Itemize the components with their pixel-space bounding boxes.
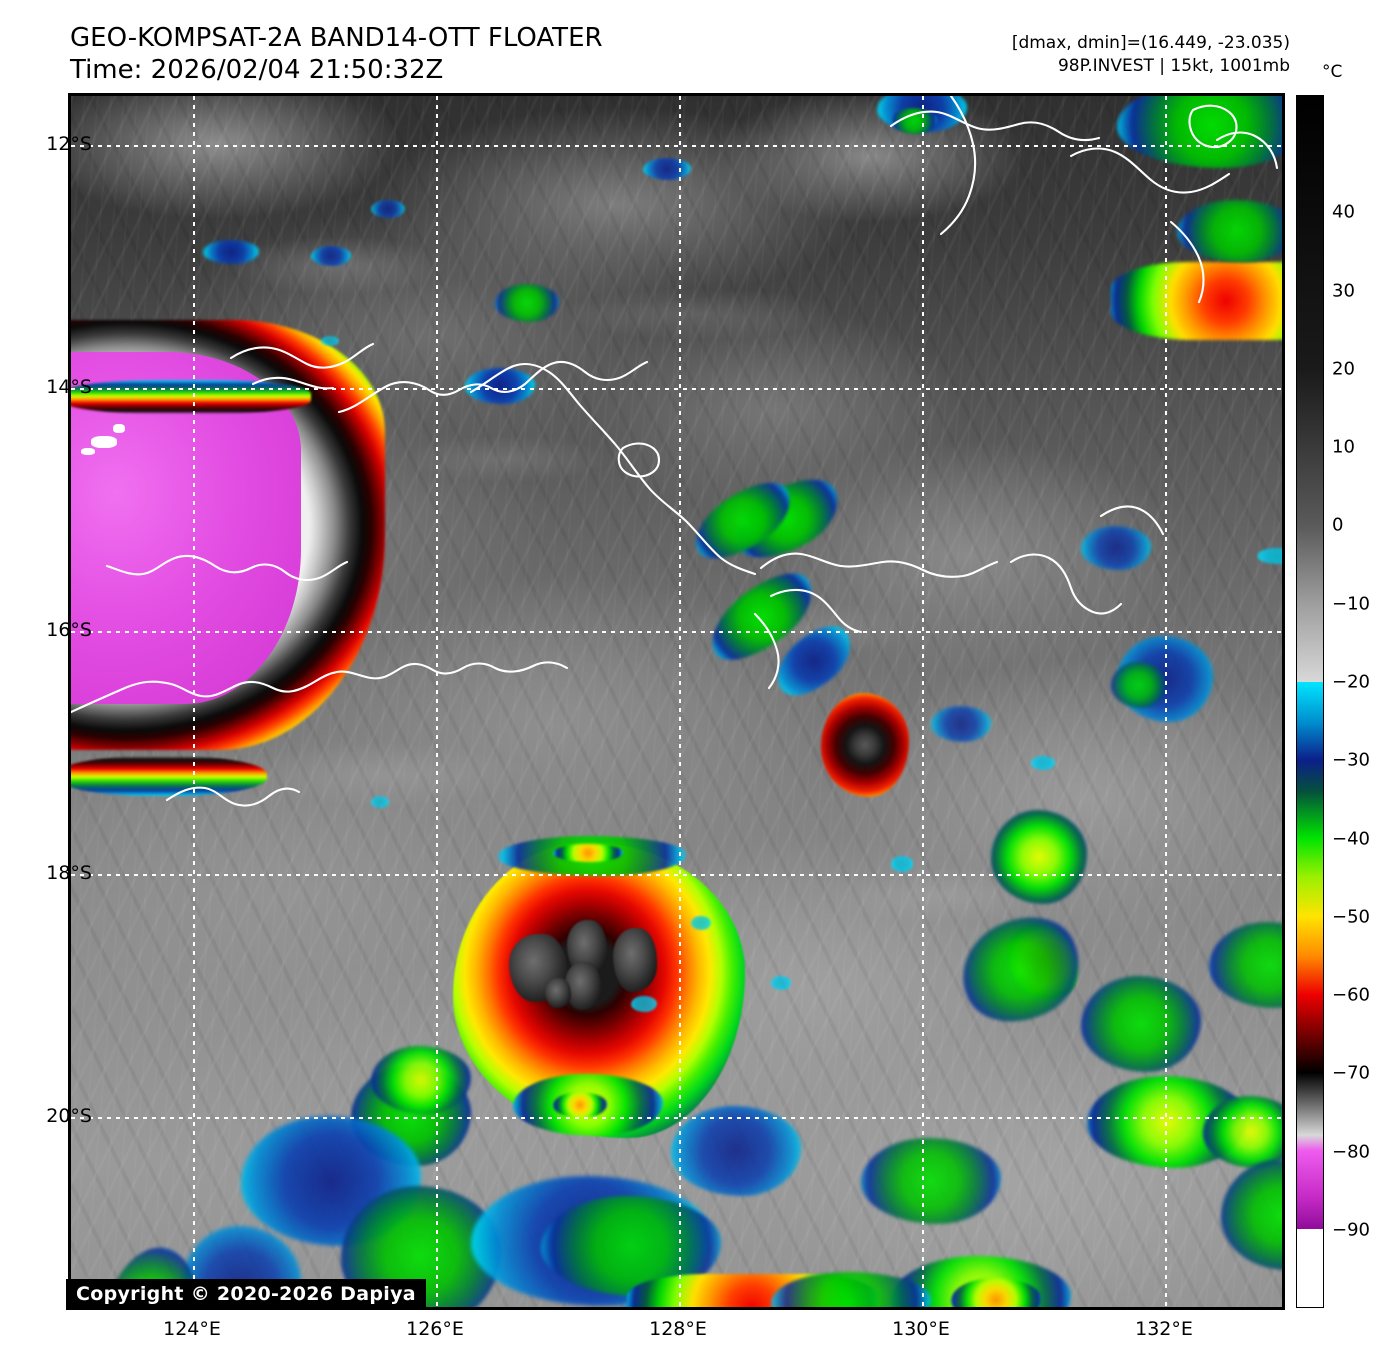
feature-coastal-cell-3 (203, 240, 259, 264)
colorbar-tick-label: 20 (1332, 358, 1355, 380)
storm-cold-core (545, 978, 571, 1008)
x-tick-label: 126°E (406, 1318, 464, 1340)
feature-speckle (631, 996, 657, 1012)
coastline-island-1 (769, 588, 863, 634)
colorbar-tick-label: −40 (1332, 828, 1370, 849)
colorbar-tick-label: 10 (1332, 436, 1355, 458)
colorbar-tick-label: −20 (1332, 671, 1370, 693)
overshoot-core-white (81, 448, 95, 455)
colorbar-tick-label: 0 (1332, 514, 1344, 536)
coastline-inland-2 (617, 442, 661, 478)
dminmax-label: [dmax, dmin]=(16.449, -23.035) (1011, 33, 1290, 53)
feature-coastal-cell-6 (371, 200, 405, 218)
colorbar-unit-label: °C (1322, 62, 1343, 82)
feature-speckle (371, 796, 389, 808)
feature-se-cell-4 (1081, 976, 1201, 1072)
coastline-island-2 (753, 612, 780, 690)
overshoot-core-white (91, 436, 117, 448)
feature-speckle (691, 916, 711, 930)
y-tick-label: 18°S (46, 862, 92, 884)
page-title: GEO-KOMPSAT-2A BAND14-OTT FLOATER (70, 23, 603, 53)
storm-north-fringe-hot (553, 844, 623, 862)
coastline-tiwi-2 (251, 376, 335, 390)
feature-coastal-cell-2 (495, 284, 559, 322)
y-tick-label: 12°S (46, 133, 92, 155)
coastline-inland-1 (1188, 104, 1238, 149)
feature-speckle (771, 976, 791, 990)
feature-main-convective-cluster (453, 836, 745, 1138)
coastline-island-3 (1009, 553, 1123, 615)
coastline-ne (889, 110, 1101, 142)
satellite-imagery (71, 96, 1282, 1307)
feature-sw-band-9 (371, 1046, 471, 1114)
coastline-arnhem (337, 360, 649, 414)
colorbar-gradient (1297, 96, 1323, 1307)
coastline-ne-5 (1169, 220, 1205, 304)
colorbar-tick-label: 40 (1332, 201, 1355, 223)
feature-se-cell-13 (861, 1138, 1001, 1224)
coastline-kimberley-inner (105, 554, 349, 582)
x-tick-label: 132°E (1135, 1318, 1193, 1340)
coastline-ne-3 (1069, 147, 1231, 194)
feature-ne-green-patch-2 (1177, 200, 1282, 262)
colorbar-tick-label: −60 (1332, 984, 1370, 1006)
feature-speckle (1257, 548, 1282, 564)
feature-se-cell-9 (1111, 662, 1167, 708)
copyright-badge: Copyright © 2020-2026 Dapiya (66, 1279, 426, 1310)
colorbar-tick-label: −70 (1332, 1062, 1370, 1084)
header-right: [dmax, dmin]=(16.449, -23.035) 98P.INVES… (1012, 32, 1290, 78)
feature-nw-rim-strip (71, 380, 311, 414)
feature-se-cell-1 (991, 810, 1087, 904)
feature-se-cell-6 (1203, 1096, 1282, 1168)
feature-se-cell-11 (931, 706, 991, 742)
coastline-tiwi (229, 342, 375, 369)
feature-coastal-cell-4 (311, 246, 351, 266)
colorbar-tick-label: −80 (1332, 1141, 1370, 1162)
overshoot-core-white (113, 424, 125, 433)
satellite-image-plot[interactable] (68, 93, 1285, 1310)
coastline-island-4 (1099, 505, 1165, 536)
storm-info-label: 98P.INVEST | 15kt, 1001mb (1057, 56, 1290, 76)
coastline-peninsula (165, 786, 301, 807)
coastline-gulf (759, 552, 999, 578)
storm-cold-core (613, 928, 657, 992)
timestamp-label: Time: 2026/02/04 21:50:32Z (70, 55, 444, 85)
header-left: GEO-KOMPSAT-2A BAND14-OTT FLOATER Time: … (70, 22, 603, 86)
feature-se-cell-15 (951, 1278, 1041, 1307)
feature-speckle (891, 856, 913, 872)
feature-ne-warm-band (1111, 262, 1282, 340)
feature-sw-band-8 (671, 1106, 801, 1196)
storm-tail-warm-spot (553, 1092, 607, 1118)
feature-se-cell-10 (1081, 526, 1151, 570)
feature-sw-rim-strip (71, 756, 267, 796)
coastline-ne-4 (1215, 131, 1279, 170)
x-tick-label: 128°E (649, 1318, 707, 1340)
coastline-kimberley (71, 661, 569, 714)
feature-isolated-cell (821, 693, 909, 797)
feature-speckle (1031, 756, 1055, 770)
colorbar (1296, 95, 1324, 1308)
colorbar-tick-label: −90 (1332, 1219, 1370, 1241)
colorbar-tick-label: −10 (1332, 593, 1370, 615)
y-tick-label: 16°S (46, 619, 92, 641)
y-tick-label: 14°S (46, 376, 92, 398)
coastline-nt-main (469, 363, 757, 576)
coastline-overlay (71, 96, 1279, 807)
colorbar-tick-label: 30 (1332, 280, 1355, 302)
storm-cold-core (565, 962, 601, 1010)
colorbar-tick-label: −50 (1332, 906, 1370, 928)
x-tick-label: 124°E (163, 1318, 221, 1340)
coastline-ne-2 (939, 96, 977, 236)
x-tick-label: 130°E (892, 1318, 950, 1340)
colorbar-tick-label: −30 (1332, 749, 1370, 771)
feature-speckle (321, 336, 339, 346)
y-tick-label: 20°S (46, 1105, 92, 1127)
